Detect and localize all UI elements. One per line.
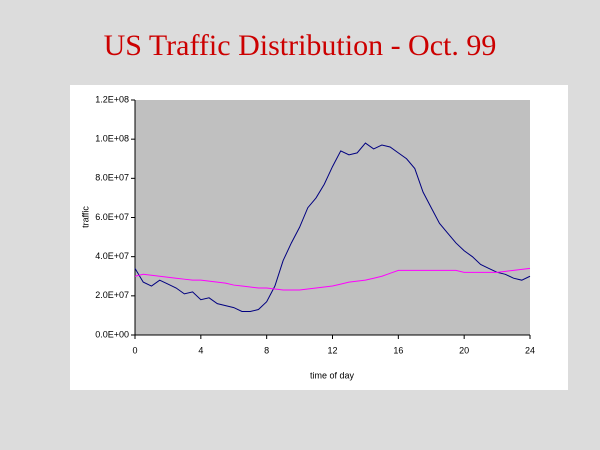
- series-line: [134, 142, 531, 312]
- y-tick-label: 0.0E+00: [95, 329, 129, 339]
- plot-area: [135, 100, 530, 335]
- x-tick-label: 16: [393, 345, 403, 355]
- series-line: [134, 267, 531, 291]
- x-tick-label: 12: [327, 345, 337, 355]
- y-tick-label: 2.0E+07: [95, 290, 129, 300]
- y-tick-label: 1.0E+08: [95, 134, 129, 144]
- y-tick-label: 8.0E+07: [95, 173, 129, 183]
- chart-title: US Traffic Distribution - Oct. 99: [104, 29, 497, 62]
- y-tick-label: 1.2E+08: [95, 94, 129, 104]
- y-tick-label: 6.0E+07: [95, 212, 129, 222]
- x-tick-label: 8: [264, 345, 269, 355]
- x-tick-label: 20: [459, 345, 469, 355]
- x-tick-label: 24: [525, 345, 535, 355]
- x-tick-label: 0: [132, 345, 137, 355]
- y-axis-label: traffic: [80, 206, 90, 228]
- x-axis-label: time of day: [310, 370, 355, 380]
- x-tick-label: 4: [198, 345, 203, 355]
- y-tick-label: 4.0E+07: [95, 251, 129, 261]
